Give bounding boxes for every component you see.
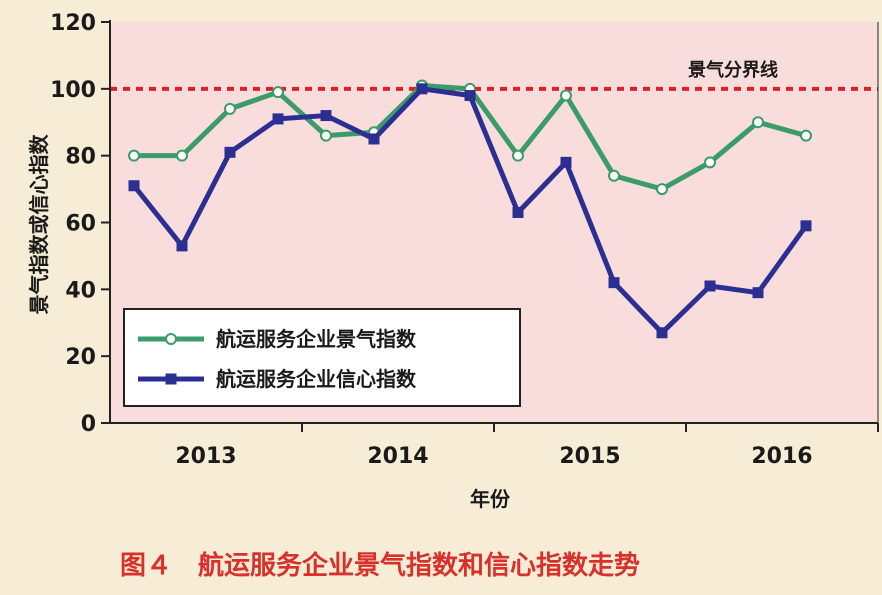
- data-point: [176, 240, 188, 252]
- x-tick-label: 2014: [367, 444, 428, 469]
- legend-marker: [165, 373, 177, 385]
- data-point: [608, 169, 620, 182]
- data-point: [272, 86, 284, 99]
- legend-marker: [165, 333, 177, 345]
- data-point: [800, 129, 812, 142]
- data-point: [224, 102, 236, 115]
- data-point: [560, 156, 572, 168]
- figure-caption: 图４ 航运服务企业景气指数和信心指数走势: [120, 550, 640, 581]
- y-tick-label: 0: [81, 412, 96, 437]
- data-point: [128, 149, 140, 162]
- legend-label: 航运服务企业景气指数: [216, 327, 417, 351]
- data-point: [320, 129, 332, 142]
- legend-item: 航运服务企业信心指数: [138, 367, 417, 391]
- data-point: [224, 146, 236, 158]
- series-layer: [128, 79, 812, 339]
- data-point: [800, 220, 812, 232]
- data-point: [704, 280, 716, 292]
- y-tick-label: 60: [65, 212, 96, 237]
- y-tick-label: 80: [65, 145, 96, 170]
- data-point: [128, 180, 140, 192]
- data-point: [752, 116, 764, 129]
- legend-item: 航运服务企业景气指数: [138, 327, 417, 351]
- data-point: [464, 90, 476, 102]
- x-axis-title: 年份: [470, 487, 511, 511]
- data-point: [512, 206, 524, 218]
- y-axis-title: 景气指数或信心指数: [27, 134, 51, 315]
- data-point: [656, 327, 668, 339]
- y-tick-label: 40: [65, 278, 96, 303]
- legend-label: 航运服务企业信心指数: [216, 367, 417, 391]
- series-1: [128, 79, 812, 196]
- y-axis-ticks: 0 20 40 60 80 100 120: [50, 11, 110, 437]
- y-tick-label: 100: [50, 78, 96, 103]
- data-point: [368, 133, 380, 145]
- x-tick-label: 2016: [751, 444, 812, 469]
- data-point: [320, 110, 332, 122]
- x-tick-label: 2015: [559, 444, 620, 469]
- legend-box: [123, 308, 521, 407]
- data-point: [272, 113, 284, 125]
- data-point: [176, 149, 188, 162]
- data-point: [560, 89, 572, 102]
- y-tick-label: 120: [50, 11, 96, 36]
- data-point: [608, 277, 620, 289]
- data-point: [512, 149, 524, 162]
- data-point: [704, 156, 716, 169]
- series-2: [128, 83, 812, 339]
- threshold: 景气分界线: [110, 59, 878, 91]
- y-tick-label: 20: [65, 345, 96, 370]
- data-point: [656, 183, 668, 196]
- data-point: [752, 287, 764, 299]
- x-axis-ticks: 2013 2014 2015 2016: [175, 423, 879, 469]
- threshold-label: 景气分界线: [688, 59, 778, 81]
- x-tick-label: 2013: [175, 444, 236, 469]
- data-point: [416, 83, 428, 95]
